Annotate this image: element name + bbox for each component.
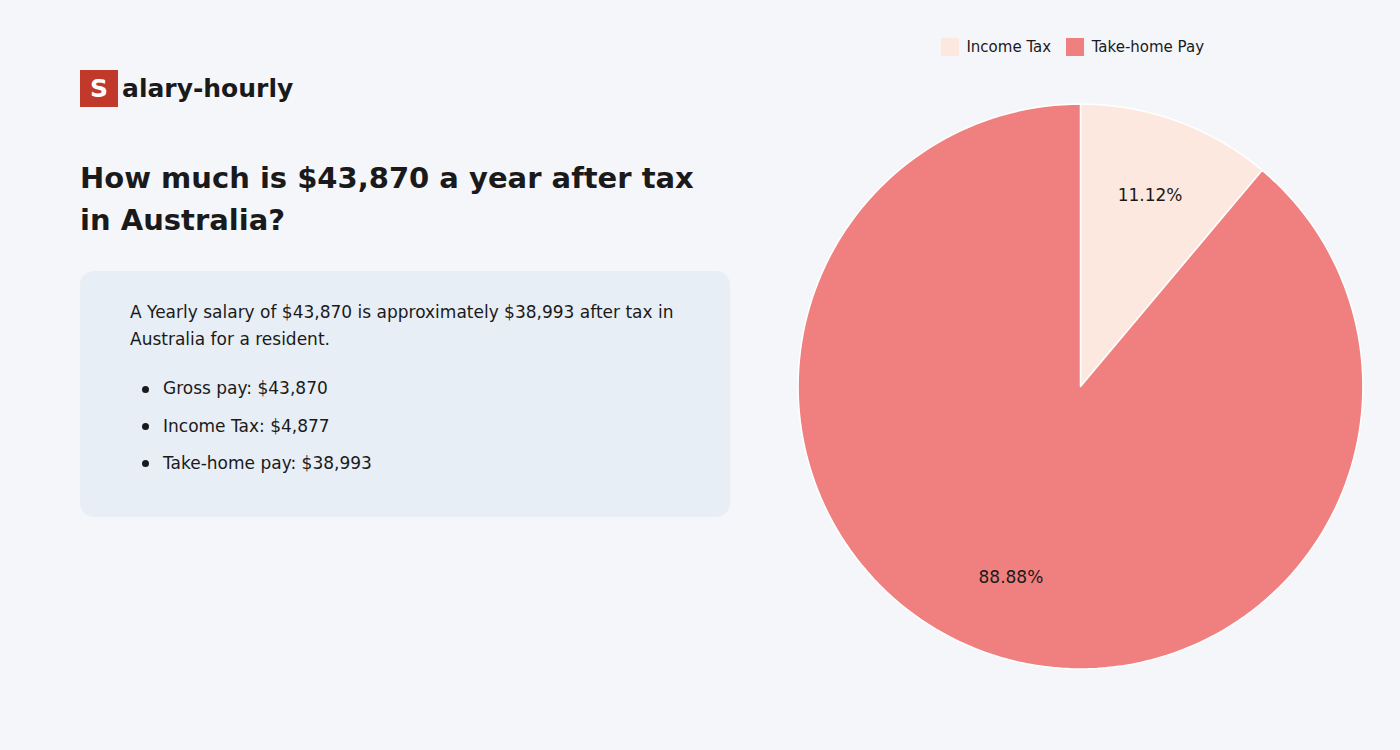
html-text:Income Tax: $4,877: Income Tax: $4,877 bbox=[163, 415, 330, 436]
html-text:A Yearly salary of $43,870 is: A Yearly salary of $43,870 is approximat… bbox=[130, 302, 674, 350]
svg-text:88.88%: 88.88% bbox=[978, 566, 1043, 586]
html-text:How much is $43,870 a year aft: How much is $43,870 a year after tax in … bbox=[80, 161, 694, 237]
html-text:Gross pay: $43,870: Gross pay: $43,870 bbox=[163, 378, 328, 399]
html-text:alary-hourly: alary-hourly bbox=[122, 74, 294, 103]
html-text:S: S bbox=[90, 74, 108, 103]
html-text:Take-home pay: $38,993: Take-home pay: $38,993 bbox=[163, 452, 372, 473]
html-text:Take-home Pay: Take-home Pay bbox=[1091, 37, 1205, 56]
svg-text:11.12%: 11.12% bbox=[1118, 184, 1183, 204]
html-text:Income Tax: Income Tax bbox=[966, 37, 1052, 56]
